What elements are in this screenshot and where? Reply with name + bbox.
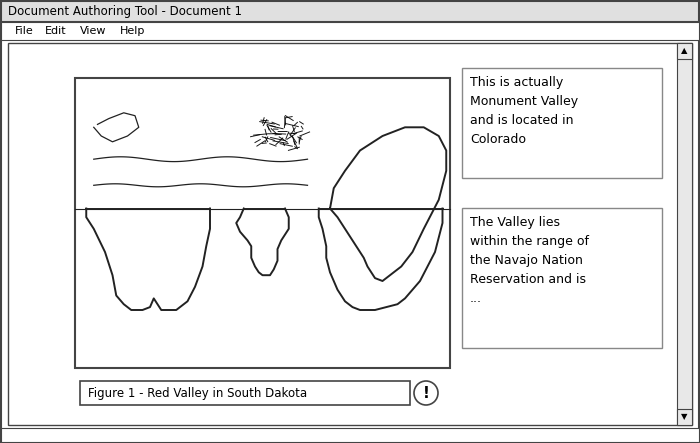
Text: Edit: Edit (45, 26, 66, 36)
Bar (677, 43, 692, 425)
Text: !: ! (423, 385, 429, 400)
Circle shape (414, 381, 438, 405)
Text: This is actually
Monument Valley
and is located in
Colorado: This is actually Monument Valley and is … (470, 76, 578, 146)
Text: File: File (15, 26, 34, 36)
Bar (75, 78, 450, 368)
Bar (1, 428, 699, 442)
Bar (677, 43, 692, 59)
Text: View: View (80, 26, 106, 36)
Text: ▼: ▼ (681, 412, 687, 421)
Bar (80, 381, 410, 405)
Bar (462, 208, 662, 348)
Bar (677, 409, 692, 425)
Text: The Valley lies
within the range of
the Navajo Nation
Reservation and is
...: The Valley lies within the range of the … (470, 216, 589, 305)
Bar (1, 22, 699, 40)
Text: Help: Help (120, 26, 146, 36)
Text: Figure 1 - Red Valley in South Dakota: Figure 1 - Red Valley in South Dakota (88, 386, 307, 400)
Text: Document Authoring Tool - Document 1: Document Authoring Tool - Document 1 (8, 5, 242, 18)
Bar (8, 43, 692, 425)
Bar (1, 1, 699, 22)
Bar (462, 68, 662, 178)
Text: ▲: ▲ (681, 47, 687, 55)
